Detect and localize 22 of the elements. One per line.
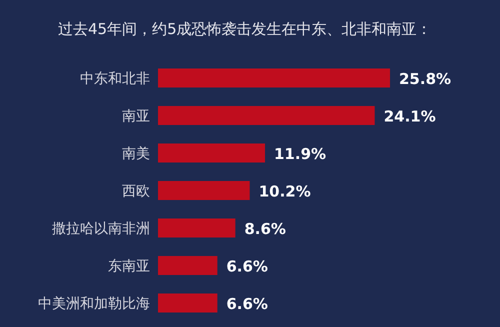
bar [158,181,250,200]
data-label: 11.9% [274,145,326,163]
bar [158,218,236,238]
y-tick-label: 撒拉哈以南非洲 [52,221,150,237]
bar [158,256,218,275]
y-tick-label: 西欧 [122,184,150,200]
data-label: 25.8% [399,70,452,88]
data-label: 6.6% [226,295,268,313]
y-tick-label: 中美洲和加勒比海 [38,296,150,312]
bar [158,294,218,312]
data-label: 24.1% [384,108,436,126]
y-tick-label: 中东和北非 [80,71,150,87]
y-tick-label: 南亚 [122,108,150,124]
bar [158,68,390,88]
bar [158,106,375,125]
y-tick-label: 东南亚 [108,258,150,274]
data-label: 6.6% [226,258,268,276]
data-label: 10.2% [258,182,311,200]
chart-title: 过去45年间，约5成恐怖袭击发生在中东、北非和南亚： [58,20,432,38]
data-label: 8.6% [244,220,286,238]
bar [158,144,266,162]
y-tick-label: 南美 [122,146,150,162]
